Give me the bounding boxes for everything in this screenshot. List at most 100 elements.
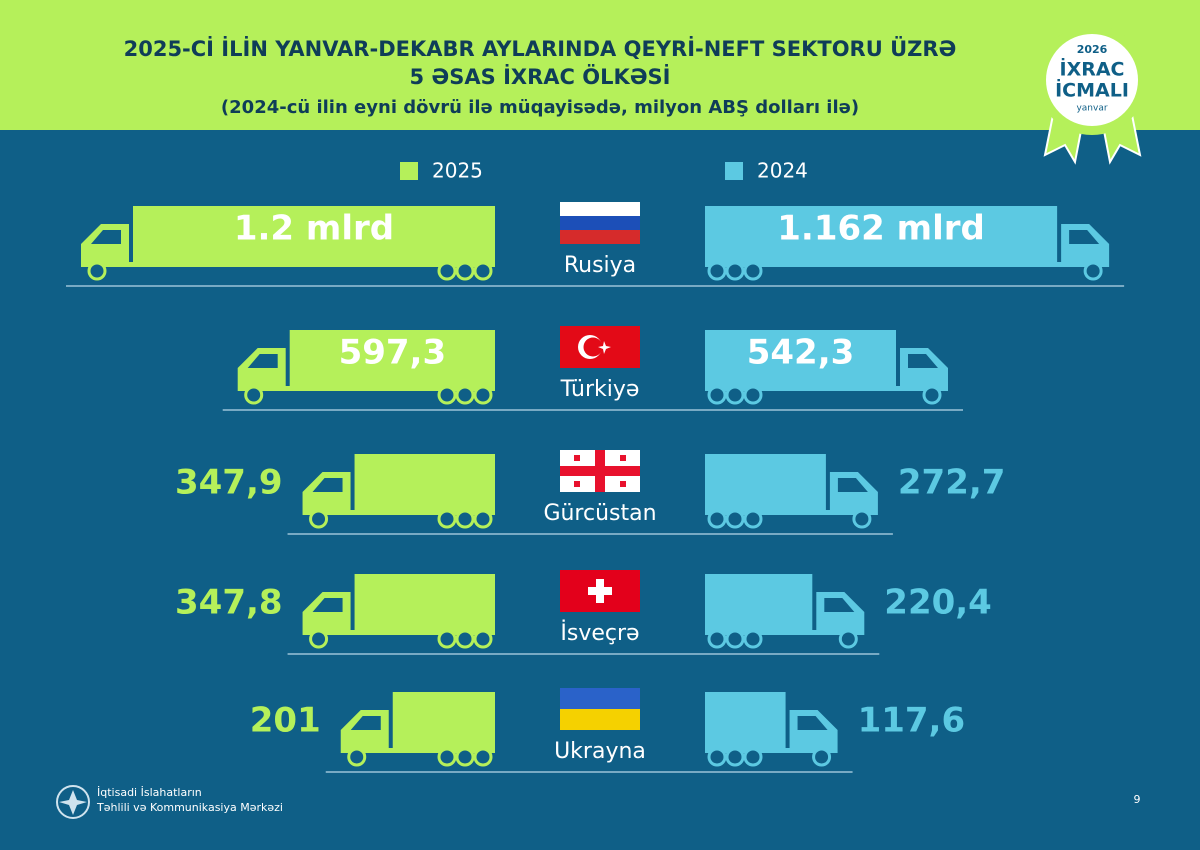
truck-cargo — [705, 574, 813, 630]
truck-wheel — [725, 261, 745, 281]
country-name: Rusiya — [564, 253, 636, 278]
truck-wheel — [838, 629, 858, 649]
truck-cargo — [289, 330, 495, 386]
truck-window — [350, 716, 381, 730]
org-name: Təhlili və Kommunikasiya Mərkəzi — [96, 801, 283, 814]
truck-wheel — [743, 261, 763, 281]
truck-wheel — [309, 509, 329, 529]
truck-wheel — [309, 629, 329, 649]
truck-wheel — [473, 509, 493, 529]
org-name: İqtisadi İslahatların — [97, 786, 202, 799]
truck-chassis — [705, 386, 948, 391]
truck-wheel — [725, 509, 745, 529]
flag — [574, 481, 580, 487]
truck-wheel — [707, 747, 727, 767]
legend-label: 2024 — [757, 159, 808, 183]
title: 5 ƏSAS İXRAC ÖLKƏSİ — [410, 64, 671, 89]
truck-wheel — [707, 629, 727, 649]
flag — [560, 466, 640, 476]
truck-window — [837, 478, 868, 492]
badge-month: yanvar — [1076, 104, 1107, 114]
truck-window — [312, 598, 343, 612]
value-label: 117,6 — [858, 701, 966, 741]
truck-wheel — [743, 509, 763, 529]
flag — [588, 587, 612, 595]
truck-wheel — [852, 509, 872, 529]
truck-cargo — [705, 454, 826, 510]
truck-wheel — [725, 385, 745, 405]
truck-cargo — [354, 574, 495, 630]
truck-wheel — [473, 629, 493, 649]
truck-wheel — [707, 509, 727, 529]
flag — [560, 202, 640, 216]
truck-wheel — [437, 509, 457, 529]
badge-text: İCMALI — [1055, 78, 1129, 102]
truck-wheel — [437, 629, 457, 649]
country-name: Türkiyə — [560, 377, 640, 402]
title: 2025-Cİ İLİN YANVAR-DEKABR AYLARINDA QEY… — [124, 36, 957, 61]
value-label: 1.162 mlrd — [777, 209, 985, 249]
flag — [620, 481, 626, 487]
flag — [574, 455, 580, 461]
truck-wheel — [437, 261, 457, 281]
truck-chassis — [302, 630, 495, 635]
truck-wheel — [455, 629, 475, 649]
truck-wheel — [473, 385, 493, 405]
value-label: 597,3 — [339, 333, 447, 373]
header-band — [0, 0, 1200, 130]
truck-wheel — [1083, 261, 1103, 281]
truck-wheel — [707, 261, 727, 281]
subtitle: (2024-cü ilin eyni dövrü ilə müqayisədə,… — [221, 97, 859, 118]
truck-wheel — [473, 261, 493, 281]
truck-cargo — [354, 454, 495, 510]
country-row: 597,3 542,3 Türkiyə — [222, 326, 963, 411]
truck-chassis — [340, 748, 495, 753]
truck-window — [824, 598, 855, 612]
truck-chassis — [705, 262, 1110, 267]
truck-wheel — [437, 747, 457, 767]
value-label: 1.2 mlrd — [234, 209, 394, 249]
truck-wheel — [725, 629, 745, 649]
country-name: Gürcüstan — [543, 501, 656, 526]
truck-wheel — [922, 385, 942, 405]
truck-cargo — [705, 692, 786, 748]
truck-wheel — [725, 747, 745, 767]
country-row: 201 117,6 Ukrayna — [250, 688, 966, 773]
badge-year: 2026 — [1077, 43, 1108, 56]
truck-window — [312, 478, 343, 492]
country-row: 347,8 220,4 İsveçrə — [175, 570, 992, 655]
truck-cargo — [705, 330, 896, 386]
country-row: 1.2 mlrd 1.162 mlrd Rusiya — [66, 202, 1125, 287]
truck-window — [797, 716, 828, 730]
flag — [583, 337, 603, 357]
flag — [560, 230, 640, 244]
truck-wheel — [455, 261, 475, 281]
truck-chassis — [81, 262, 495, 267]
truck-wheel — [743, 385, 763, 405]
truck-window — [907, 354, 938, 368]
truck-chassis — [705, 748, 838, 753]
logo — [56, 785, 90, 819]
truck-chassis — [237, 386, 495, 391]
truck-cargo — [705, 206, 1058, 262]
truck-wheel — [743, 629, 763, 649]
legend-label: 2025 — [432, 159, 483, 183]
page-number: 9 — [1134, 793, 1141, 806]
truck-wheel — [455, 747, 475, 767]
truck-chassis — [302, 510, 495, 515]
value-label: 542,3 — [747, 333, 855, 373]
value-label: 201 — [250, 701, 321, 741]
value-label: 347,9 — [175, 463, 283, 503]
truck-chassis — [705, 510, 878, 515]
flag — [620, 455, 626, 461]
value-label: 272,7 — [898, 463, 1006, 503]
truck-wheel — [812, 747, 832, 767]
truck-wheel — [347, 747, 367, 767]
value-label: 347,8 — [175, 583, 283, 623]
truck-window — [247, 354, 278, 368]
truck-wheel — [455, 509, 475, 529]
truck-cargo — [133, 206, 495, 262]
flag — [560, 216, 640, 230]
truck-window — [1069, 230, 1100, 244]
